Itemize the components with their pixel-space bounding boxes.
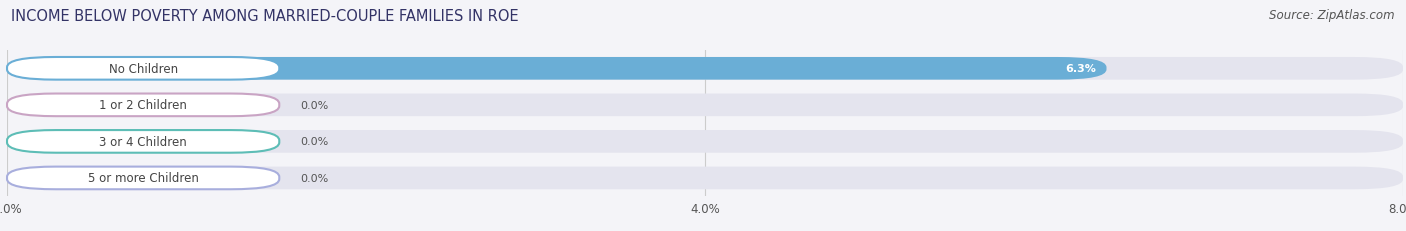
Text: 5 or more Children: 5 or more Children — [87, 172, 198, 185]
FancyBboxPatch shape — [7, 58, 1107, 80]
Text: 1 or 2 Children: 1 or 2 Children — [100, 99, 187, 112]
FancyBboxPatch shape — [7, 131, 280, 153]
Text: INCOME BELOW POVERTY AMONG MARRIED-COUPLE FAMILIES IN ROE: INCOME BELOW POVERTY AMONG MARRIED-COUPL… — [11, 9, 519, 24]
FancyBboxPatch shape — [7, 58, 1403, 80]
FancyBboxPatch shape — [7, 131, 1403, 153]
Text: 0.0%: 0.0% — [301, 137, 329, 147]
FancyBboxPatch shape — [7, 58, 280, 80]
FancyBboxPatch shape — [7, 167, 280, 189]
FancyBboxPatch shape — [7, 167, 1403, 189]
FancyBboxPatch shape — [7, 94, 280, 117]
FancyBboxPatch shape — [7, 94, 1403, 117]
Text: No Children: No Children — [108, 63, 177, 76]
Text: 6.3%: 6.3% — [1066, 64, 1097, 74]
Text: Source: ZipAtlas.com: Source: ZipAtlas.com — [1270, 9, 1395, 22]
FancyBboxPatch shape — [7, 131, 280, 153]
Text: 0.0%: 0.0% — [301, 173, 329, 183]
Text: 3 or 4 Children: 3 or 4 Children — [100, 135, 187, 148]
FancyBboxPatch shape — [7, 167, 280, 189]
FancyBboxPatch shape — [7, 94, 280, 117]
Text: 0.0%: 0.0% — [301, 100, 329, 110]
